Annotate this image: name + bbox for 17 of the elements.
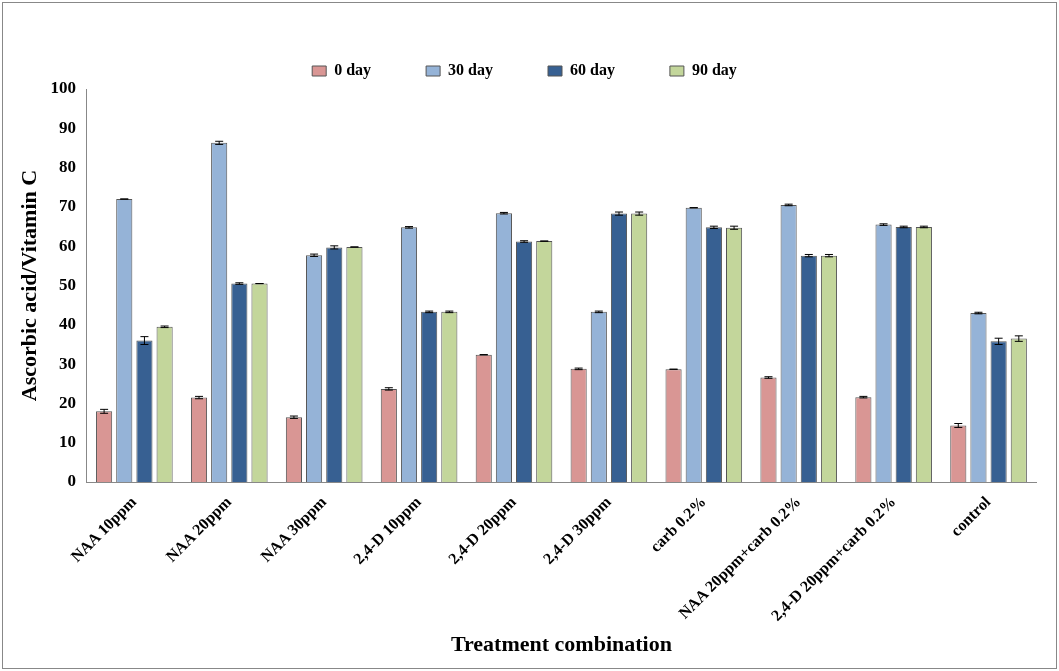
y-tick-label: 10 bbox=[58, 432, 76, 452]
y-tick-label: 40 bbox=[58, 314, 76, 334]
y-tick-label: 20 bbox=[58, 392, 76, 412]
legend-label: 90 day bbox=[691, 61, 737, 80]
y-tick-label: 50 bbox=[58, 274, 76, 294]
legend-label: 0 day bbox=[334, 61, 372, 80]
legend-label: 30 day bbox=[448, 61, 494, 80]
y-tick-label: 60 bbox=[58, 235, 76, 255]
x-axis-title: Treatment combination bbox=[450, 631, 672, 657]
y-tick-label: 80 bbox=[58, 157, 76, 176]
y-tick-label: 30 bbox=[58, 353, 76, 373]
y-tick-label: 100 bbox=[50, 78, 76, 98]
y-tick-label: 90 bbox=[58, 117, 76, 137]
y-axis-title: Ascorbic acid/Vitamin C bbox=[15, 169, 41, 402]
y-tick-label: 70 bbox=[58, 196, 76, 216]
legend-label: 60 day bbox=[570, 61, 615, 80]
y-tick-label: 0 bbox=[67, 471, 76, 491]
